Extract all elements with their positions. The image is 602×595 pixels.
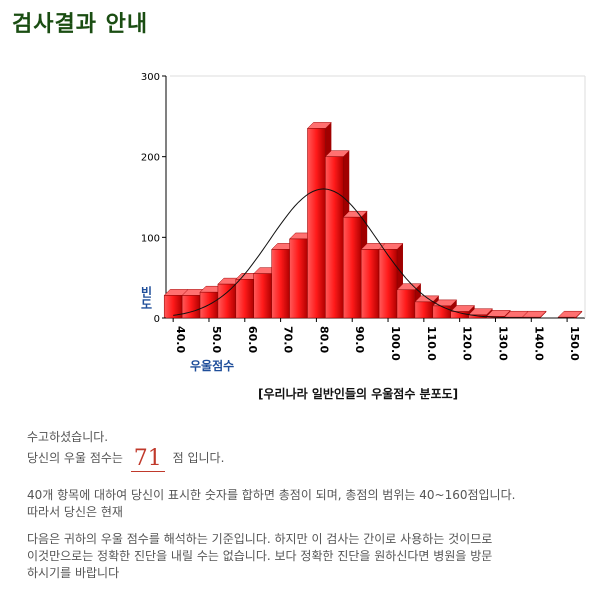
x-tick-label: 130.0: [496, 326, 509, 361]
x-tick-label: 120.0: [461, 326, 474, 361]
bars-group: [163, 122, 583, 319]
y-axis: 0 100 200 300: [141, 72, 166, 325]
x-tick-label: 80.0: [317, 326, 330, 353]
note-line: 다음은 귀하의 우울 점수를 해석하는 기준입니다. 하지만 이 검사는 간이로…: [27, 532, 493, 546]
explanation-line: 40개 항목에 대하여 당신이 표시한 숫자를 합하면 총점이 되며, 총점의 …: [27, 488, 516, 502]
score-prefix: 당신의 우울 점수는: [27, 451, 123, 465]
x-tick-label: 90.0: [353, 326, 366, 353]
histogram-bar: [557, 310, 583, 319]
note: 다음은 귀하의 우울 점수를 해석하는 기준입니다. 하지만 이 검사는 간이로…: [27, 531, 587, 582]
y-tick-label: 200: [141, 153, 160, 164]
x-tick-label: 100.0: [389, 326, 402, 361]
score-suffix: 점 입니다.: [172, 451, 225, 465]
score-value: 71: [130, 447, 165, 472]
y-tick-label: 100: [141, 233, 160, 244]
x-axis-label: 우울점수: [190, 358, 234, 373]
histogram-bar: [450, 305, 476, 319]
y-tick-label: 300: [141, 72, 160, 83]
note-line: 이것만으로는 정확한 진단을 내릴 수는 없습니다. 보다 정확한 진단을 원하…: [27, 549, 493, 563]
x-axis: 40.0 50.0 60.0 70.0 80.0 90.0 100.0 110.0 120.0 1…: [172, 318, 581, 361]
y-tick-label: 0: [154, 314, 160, 325]
thanks-text: 수고하셨습니다.: [27, 430, 109, 444]
x-tick-label: 110.0: [425, 326, 438, 361]
score-line: 당신의 우울 점수는 71 점 입니다.: [27, 447, 224, 472]
note-line: 하시기를 바랍니다: [27, 566, 120, 580]
page-title: 검사결과 안내: [12, 12, 149, 37]
normal-curve: [173, 188, 575, 319]
chart-caption: [우리나라 일반인들의 우울점수 분포도]: [258, 387, 459, 401]
x-tick-label: 50.0: [210, 326, 223, 353]
x-tick-label: 70.0: [282, 326, 295, 353]
x-tick-label: 140.0: [532, 326, 545, 361]
chart: 0 100 200 300 40.0 50.0 60.0 70.0 80.0 90.0 100.0…: [139, 72, 586, 373]
x-tick-label: 150.0: [568, 326, 581, 361]
y-axis-label: 빈도: [139, 285, 153, 310]
explanation: 40개 항목에 대하여 당신이 표시한 숫자를 합하면 총점이 되며, 총점의 …: [27, 487, 587, 521]
explanation-line: 따라서 당신은 현재: [27, 505, 123, 519]
x-tick-label: 40.0: [174, 326, 187, 353]
x-tick-label: 60.0: [246, 326, 259, 353]
